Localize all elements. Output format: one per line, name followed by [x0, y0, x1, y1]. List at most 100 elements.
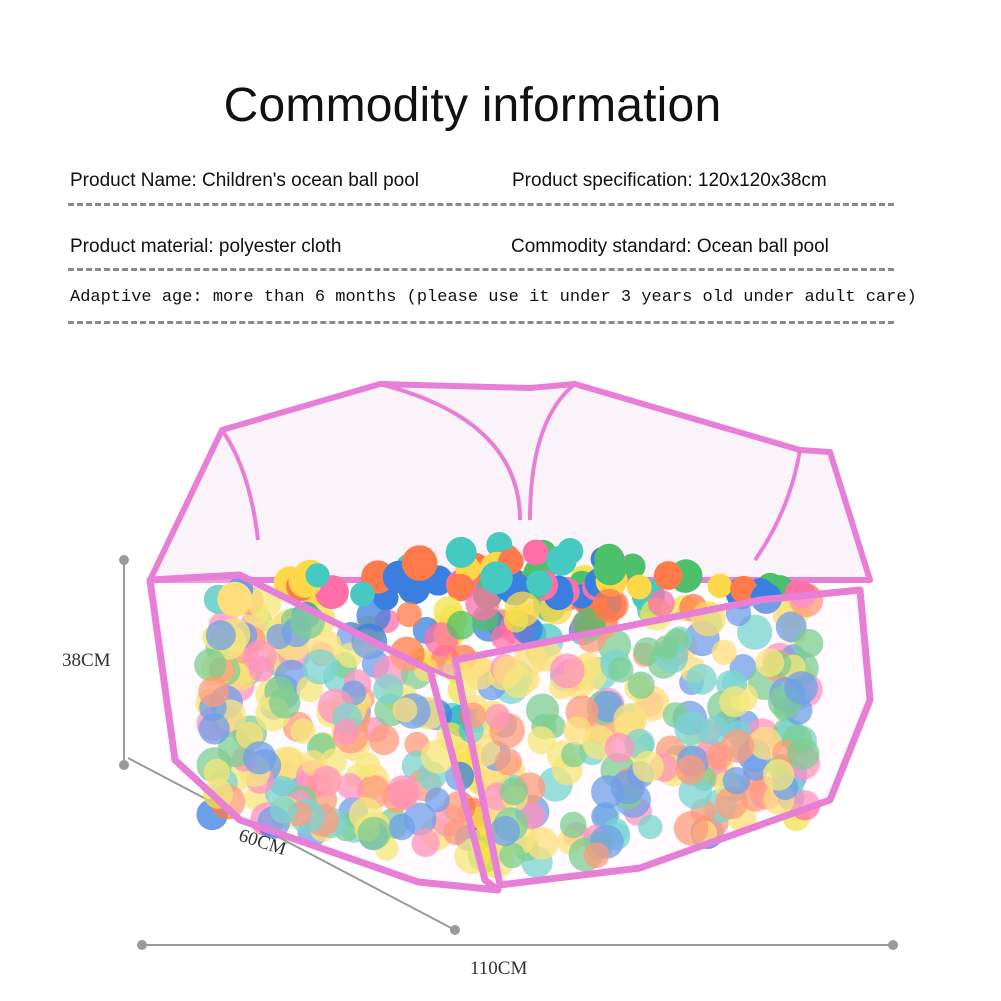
page-title: Commodity information: [223, 79, 722, 132]
ocean-ball: [388, 813, 415, 841]
ocean-ball: [494, 748, 522, 776]
ocean-ball: [527, 726, 556, 755]
ocean-ball: [686, 663, 717, 695]
ocean-ball: [715, 786, 748, 820]
ocean-ball: [794, 629, 824, 658]
ocean-ball: [719, 686, 751, 718]
ocean-ball: [557, 538, 584, 565]
ocean-ball: [350, 581, 375, 607]
ocean-ball: [626, 574, 652, 600]
ocean-ball: [592, 588, 626, 623]
ocean-ball: [305, 563, 330, 588]
ocean-ball: [198, 676, 229, 708]
pool-back-net: [147, 381, 873, 583]
ocean-ball: [740, 781, 771, 812]
product-name: Product Name: Children's ocean ball pool: [70, 170, 419, 191]
ocean-ball: [368, 724, 400, 756]
ocean-ball: [559, 811, 587, 839]
ocean-ball: [632, 750, 664, 783]
ocean-ball: [607, 657, 634, 683]
ocean-ball: [269, 796, 298, 824]
ocean-ball: [619, 553, 646, 580]
ocean-ball: [653, 561, 683, 590]
ocean-ball: [654, 635, 679, 660]
ocean-ball: [755, 648, 785, 677]
ocean-ball: [489, 816, 521, 847]
ocean-ball: [707, 573, 732, 598]
ocean-ball: [648, 589, 675, 617]
ocean-ball: [392, 697, 418, 723]
ocean-ball: [784, 671, 818, 705]
ocean-ball: [411, 828, 440, 858]
ocean-ball: [561, 741, 587, 768]
ocean-ball: [198, 713, 230, 745]
ocean-ball: [290, 718, 316, 744]
product-material: Product material: polyester cloth: [70, 236, 342, 257]
ocean-ball: [591, 775, 625, 809]
ocean-ball: [424, 787, 450, 813]
ocean-ball: [522, 539, 549, 566]
ocean-ball: [503, 607, 529, 633]
ocean-ball: [638, 814, 663, 840]
ocean-ball: [243, 639, 277, 674]
ocean-ball: [675, 755, 706, 785]
ocean-ball: [673, 811, 709, 846]
ocean-ball: [787, 737, 820, 770]
ocean-ball: [525, 827, 559, 860]
height-dimension-label: 38CM: [62, 650, 111, 671]
ocean-ball: [499, 842, 526, 869]
ocean-ball: [499, 777, 528, 806]
ocean-ball: [217, 581, 253, 617]
product-specification: Product specification: 120x120x38cm: [512, 170, 827, 191]
ocean-ball: [730, 575, 758, 604]
width-dimension-label: 110CM: [470, 958, 528, 979]
ocean-ball: [373, 673, 404, 705]
ocean-ball: [386, 775, 421, 809]
adaptive-age: Adaptive age: more than 6 months (please…: [70, 288, 917, 307]
ocean-ball: [446, 610, 476, 640]
ocean-ball: [549, 653, 585, 689]
dimension-lines: [119, 555, 898, 950]
ocean-ball: [355, 752, 381, 778]
ocean-ball: [443, 819, 469, 846]
ocean-ball: [762, 759, 795, 791]
divider: [68, 203, 894, 206]
ocean-ball: [401, 545, 438, 581]
ocean-ball: [563, 716, 592, 745]
ocean-ball: [526, 570, 553, 597]
ocean-ball: [445, 536, 477, 568]
ocean-ball: [302, 649, 338, 685]
ocean-ball: [490, 625, 516, 650]
ocean-ball: [357, 816, 391, 850]
ocean-ball: [337, 773, 364, 800]
commodity-standard: Commodity standard: Ocean ball pool: [511, 236, 829, 257]
ocean-ball: [627, 671, 655, 699]
ocean-ball: [420, 739, 455, 774]
ocean-ball: [243, 741, 277, 775]
ocean-ball: [465, 586, 500, 621]
ocean-ball: [613, 703, 647, 737]
ocean-ball: [593, 552, 627, 586]
ocean-ball: [484, 703, 511, 730]
ocean-ball: [311, 765, 342, 797]
ocean-ball: [396, 601, 422, 628]
ocean-ball: [205, 620, 236, 651]
divider: [68, 268, 894, 271]
ocean-ball: [722, 767, 751, 795]
ocean-ball: [674, 711, 709, 746]
ocean-ball: [706, 742, 733, 770]
ocean-ball: [203, 778, 234, 809]
ocean-ball: [502, 666, 535, 699]
ocean-ball: [446, 573, 475, 602]
ocean-ball: [711, 639, 737, 666]
ocean-ball: [480, 561, 513, 595]
divider: [68, 321, 894, 324]
ocean-ball: [194, 648, 227, 681]
pool-front-net: [146, 571, 874, 894]
ocean-ball: [269, 687, 301, 719]
ocean-ball: [604, 733, 635, 763]
ocean-ball: [333, 719, 360, 745]
ocean-ball: [583, 842, 610, 868]
ocean-ball: [203, 758, 230, 786]
